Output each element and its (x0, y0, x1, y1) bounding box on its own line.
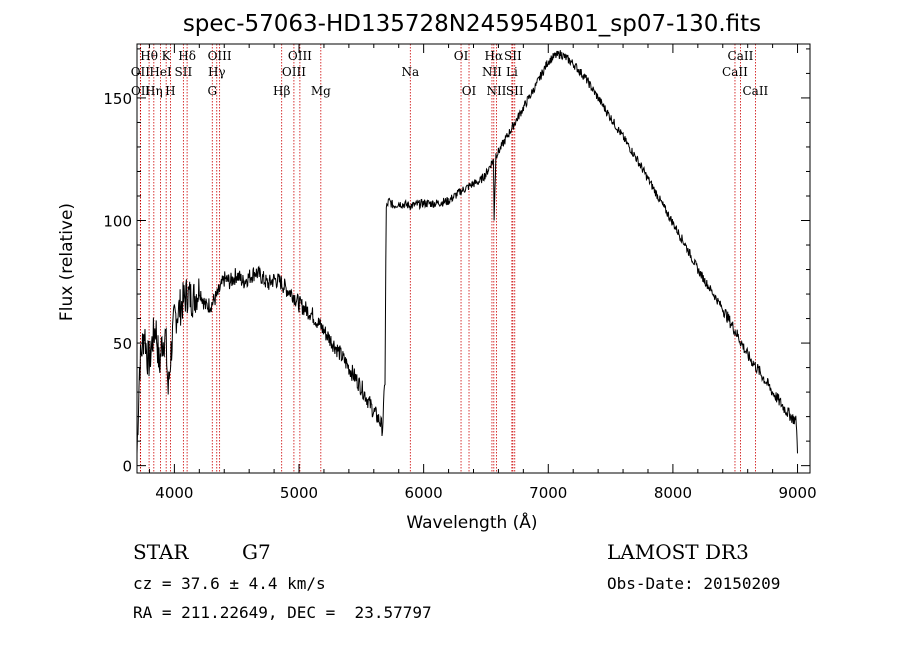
spectral-line-label: Mg (311, 84, 331, 98)
spectral-line-label: OII (131, 65, 151, 79)
spectral-subclass: G7 (242, 540, 271, 564)
spectral-line-label: SII (506, 84, 524, 98)
coordinates-text: RA = 211.22649, DEC = 23.57797 (133, 603, 432, 622)
x-tick-label: 5000 (280, 484, 318, 502)
spectral-line-label: OII (131, 84, 151, 98)
spectral-line-label: OI (462, 84, 477, 98)
spectral-line-label: Hγ (208, 65, 226, 79)
spectral-line-label: H (165, 84, 175, 98)
x-tick-label: 4000 (155, 484, 193, 502)
x-tick-label: 7000 (529, 484, 567, 502)
x-axis-ticks: 4000 5000 6000 7000 8000 9000 (148, 44, 817, 502)
y-axis-ticks: 0 50 100 150 (103, 48, 810, 476)
spectral-line-label: NII (486, 84, 506, 98)
observation-date: Obs-Date: 20150209 (607, 574, 781, 593)
spectral-line-label: OIII (208, 49, 232, 63)
y-axis-label: Flux (relative) (57, 203, 77, 321)
chart-title: spec-57063-HD135728N245954B01_sp07-130.f… (183, 11, 761, 37)
flux-series-line (136, 50, 798, 454)
spectral-line-label: SII (504, 49, 522, 63)
x-tick-label: 8000 (654, 484, 692, 502)
spectral-line-label: Hθ (140, 49, 158, 63)
spectral-line-label: Hδ (178, 49, 196, 63)
spectral-line-label: CaII (722, 65, 748, 79)
y-tick-label: 50 (113, 335, 132, 353)
x-tick-label: 6000 (405, 484, 443, 502)
spectral-line-label: Hα (485, 49, 504, 63)
spectral-line-label: HeI (149, 65, 172, 79)
spectral-line-label: CaII (728, 49, 754, 63)
redshift-text: cz = 37.6 ± 4.4 km/s (133, 574, 326, 593)
y-tick-label: 150 (103, 90, 132, 108)
spectral-line-label: Li (506, 65, 518, 79)
spectral-line-label: K (162, 49, 172, 63)
spectral-line-label: OIII (288, 49, 312, 63)
spectral-line-label: Hβ (273, 84, 290, 98)
x-tick-label: 9000 (778, 484, 816, 502)
spectral-line-label: Hη (145, 84, 163, 98)
object-class: STAR (133, 540, 189, 564)
y-tick-label: 100 (103, 213, 132, 231)
spectral-line-label: SII (175, 65, 193, 79)
spectral-line-label: OI (454, 49, 469, 63)
spectral-line-markers (139, 44, 756, 473)
spectral-line-label: OIII (282, 65, 306, 79)
spectral-line-label: Na (401, 65, 419, 79)
spectral-line-label: NII (482, 65, 502, 79)
survey-name: LAMOST DR3 (607, 540, 749, 564)
spectral-line-label: CaII (742, 84, 768, 98)
spectral-line-label: G (207, 84, 217, 98)
x-axis-label: Wavelength (Å) (406, 511, 537, 533)
plot-frame (136, 43, 811, 474)
y-tick-label: 0 (122, 458, 132, 476)
